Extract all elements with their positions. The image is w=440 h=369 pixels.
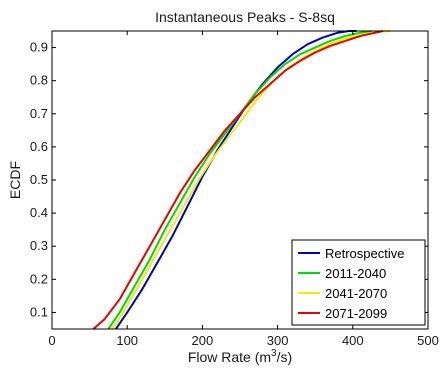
y-tick-label: 0.6 [30, 139, 48, 154]
plot-area [92, 30, 391, 330]
legend-box [291, 239, 426, 326]
series-line-2 [111, 30, 391, 330]
y-tick-label: 0.4 [30, 205, 48, 220]
x-tick-label: 300 [267, 333, 289, 348]
series-line-3 [92, 30, 384, 330]
chart-title: Instantaneous Peaks - S-8sq [155, 9, 335, 25]
y-tick-label: 0.3 [30, 238, 48, 253]
x-tick-label: 500 [417, 333, 439, 348]
x-axis-label: Flow Rate (m3/s) [188, 348, 292, 365]
legend: Retrospective 2011-2040 2041-2070 2071-2099 [291, 239, 426, 326]
legend-label: 2071-2099 [325, 306, 387, 321]
x-tick-label: 400 [342, 333, 364, 348]
y-tick-label: 0.9 [30, 40, 48, 55]
legend-label: 2011-2040 [325, 266, 386, 281]
y-tick-label: 0.1 [30, 304, 48, 319]
x-tick-label: 100 [116, 333, 138, 348]
legend-label: 2041-2070 [325, 286, 387, 301]
axis-ticks: 0 100 200 300 400 500 0.1 0.2 0.3 0.4 0.5 0.6 0.7 0.8… [30, 31, 439, 348]
y-tick-label: 0.8 [30, 73, 48, 88]
x-axis-label-tail: /s) [277, 349, 293, 365]
x-tick-label: 200 [192, 333, 214, 348]
x-tick-label: 0 [48, 333, 55, 348]
x-axis-label-main: Flow Rate (m [188, 349, 271, 365]
legend-label: Retrospective [325, 246, 404, 261]
y-axis-label: ECDF [7, 161, 23, 199]
x-axis-label-superscript: 3 [271, 348, 277, 359]
y-tick-label: 0.7 [30, 106, 48, 121]
y-tick-label: 0.5 [30, 172, 48, 187]
y-tick-label: 0.2 [30, 271, 48, 286]
